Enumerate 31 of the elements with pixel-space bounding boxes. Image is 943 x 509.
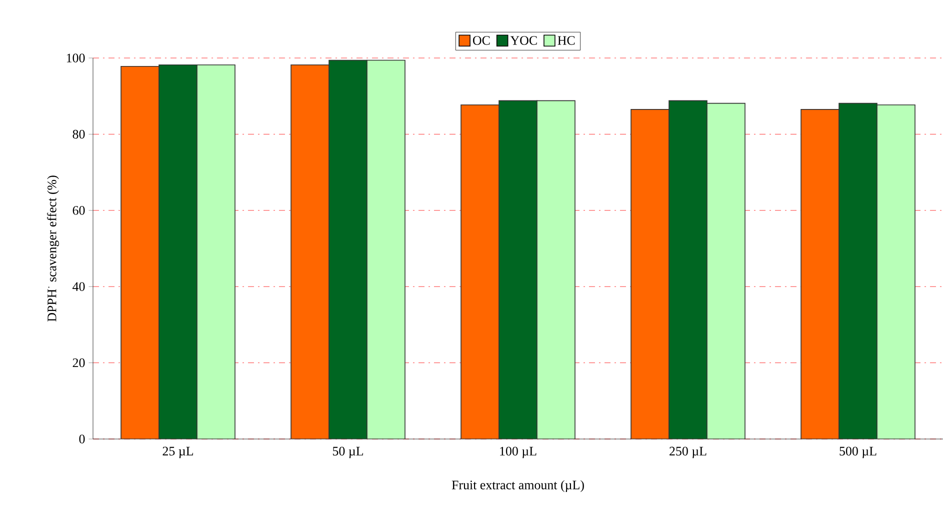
- bar: [290, 64, 330, 439]
- legend-label: HC: [558, 36, 575, 45]
- y-tick-label: 20: [72, 358, 85, 368]
- x-tick-label: 500 µL: [840, 446, 876, 458]
- bar: [366, 60, 406, 439]
- x-tick-label: 25 µL: [162, 446, 193, 458]
- y-tick-label: 60: [72, 206, 85, 215]
- bar: [196, 64, 236, 439]
- bar: [158, 64, 198, 439]
- x-tick-label: 50 µL: [332, 446, 363, 458]
- bar: [838, 102, 878, 439]
- bar: [876, 104, 916, 439]
- x-tick-label: 100 µL: [500, 446, 536, 458]
- legend-label: YOC: [510, 36, 537, 45]
- bar: [800, 109, 840, 439]
- bar: [536, 100, 576, 439]
- y-tick-label: 100: [66, 54, 85, 62]
- bar: [630, 109, 670, 439]
- bar: [460, 104, 500, 439]
- y-tick-label: 0: [79, 434, 85, 444]
- y-tick-label: 40: [72, 282, 85, 291]
- bar: [120, 66, 160, 439]
- bar: [498, 100, 538, 439]
- y-axis-title: DPPH$^{·}$ scavenger effect (%): [47, 176, 59, 322]
- legend-label: OC: [472, 36, 490, 45]
- y-tick-label: 80: [72, 130, 85, 139]
- bar: [668, 100, 708, 439]
- x-tick-label: 250 µL: [670, 446, 706, 458]
- bar: [328, 60, 368, 439]
- bar: [706, 102, 746, 439]
- x-axis-title: Fruit extract amount (µL): [452, 480, 584, 492]
